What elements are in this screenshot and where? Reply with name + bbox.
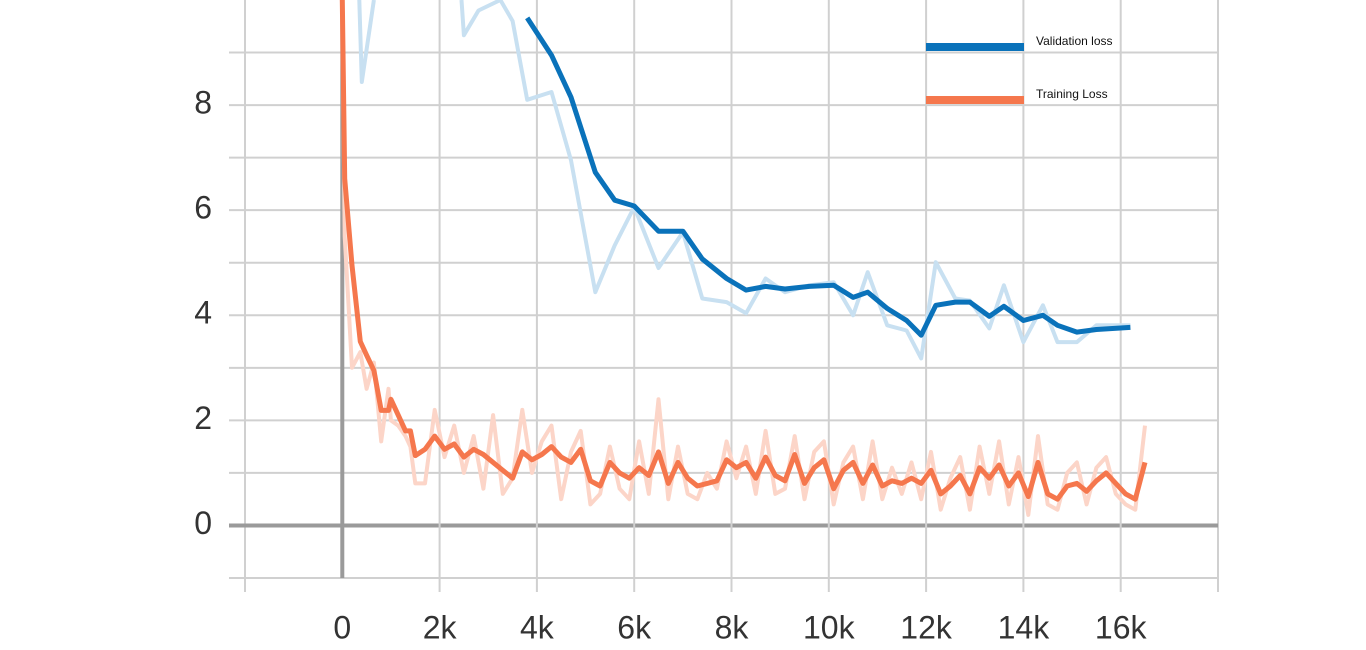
x-tick-label: 16k [1095, 609, 1148, 645]
x-tick-label: 10k [803, 609, 856, 645]
plot-area [339, 0, 1148, 517]
legend: Validation loss Training Loss [926, 34, 1113, 104]
x-tick-label: 0 [333, 609, 351, 645]
series-line [525, 16, 1131, 338]
legend-label: Training Loss [1036, 87, 1108, 101]
y-tick-label: 4 [194, 295, 212, 331]
x-tick-label: 8k [715, 609, 750, 645]
tick-labels: 0 2 4 6 8 0 2k 4k 6k 8k 10k 12k 14k 16k [194, 85, 1147, 646]
y-tick-label: 2 [194, 400, 212, 436]
x-tick-label: 4k [520, 609, 555, 645]
x-tick-label: 14k [998, 609, 1051, 645]
x-tick-label: 2k [423, 609, 458, 645]
raw-line [340, 0, 1147, 517]
series-line [339, 0, 1148, 502]
raw-line [357, 0, 1131, 361]
y-tick-label: 6 [194, 190, 212, 226]
x-tick-label: 6k [617, 609, 652, 645]
x-tick-label: 12k [900, 609, 953, 645]
y-tick-label: 8 [194, 85, 212, 121]
grid [229, 0, 1219, 592]
legend-label: Validation loss [1036, 34, 1113, 48]
y-tick-label: 0 [194, 505, 212, 541]
